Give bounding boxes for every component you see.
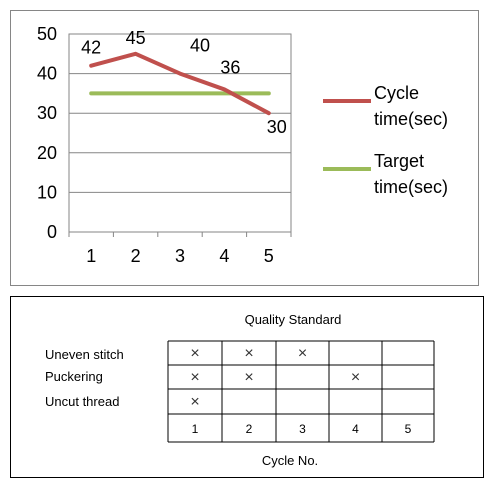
quality-standard-svg: Quality Standard Uneven stitch Puckering Un… <box>45 312 435 468</box>
x-tick-label: 4 <box>219 246 229 266</box>
x-tick-label: 2 <box>131 246 141 266</box>
quality-standard-title: Quality Standard <box>245 312 342 327</box>
data-label: 36 <box>220 57 240 77</box>
defect-mark: × <box>244 345 253 362</box>
defect-mark: × <box>351 369 360 386</box>
data-label: 42 <box>81 38 101 58</box>
y-tick-label: 40 <box>37 64 57 84</box>
column-label: 2 <box>246 422 253 436</box>
row-label: Uneven stitch <box>45 347 124 362</box>
y-tick-label: 10 <box>37 182 57 202</box>
x-tick-label: 3 <box>175 246 185 266</box>
defect-mark: × <box>190 369 199 386</box>
column-label: 4 <box>352 422 359 436</box>
defect-mark: × <box>244 369 253 386</box>
y-tick-label: 0 <box>47 222 57 242</box>
x-tick-label: 1 <box>86 246 96 266</box>
legend-label-line: time(sec) <box>374 177 448 197</box>
column-label: 1 <box>192 422 199 436</box>
cycle-time-chart: 0 10 20 30 40 50 1 2 3 4 5 42 45 40 36 30 Cycle time(sec)… <box>10 10 479 286</box>
defect-mark: × <box>298 345 307 362</box>
legend-label-line: time(sec) <box>374 109 448 129</box>
y-tick-label: 50 <box>37 24 57 44</box>
column-label: 3 <box>299 422 306 436</box>
row-label: Puckering <box>45 369 103 384</box>
row-label: Uncut thread <box>45 394 119 409</box>
legend-label-target-time: Target time(sec) <box>374 151 448 197</box>
data-label: 40 <box>190 36 210 56</box>
data-label: 45 <box>126 28 146 48</box>
x-tick-label: 5 <box>264 246 274 266</box>
legend-label-cycle-time: Cycle time(sec) <box>374 83 448 129</box>
legend-label-line: Cycle <box>374 83 419 103</box>
defect-mark: × <box>190 345 199 362</box>
column-label: 5 <box>405 422 412 436</box>
quality-standard-panel: Quality Standard Uneven stitch Puckering Un… <box>10 296 484 478</box>
plot-area <box>68 33 292 233</box>
defect-mark: × <box>190 394 199 411</box>
cycle-no-label: Cycle No. <box>262 453 318 468</box>
series-line-cycle-time <box>89 51 271 116</box>
legend-label-line: Target <box>374 151 424 171</box>
y-tick-label: 30 <box>37 103 57 123</box>
y-tick-label: 20 <box>37 143 57 163</box>
data-label: 30 <box>267 117 287 137</box>
